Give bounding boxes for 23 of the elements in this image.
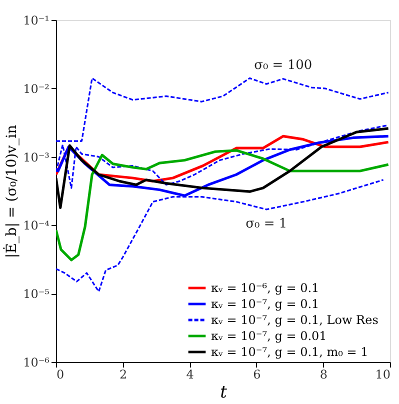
x-tick-label: 0	[56, 368, 64, 382]
legend-label: κᵥ = 10⁻⁷, g = 0.1, m₀ = 1	[211, 345, 368, 359]
y-axis-title: |Ė_b| = (σ₀/10)v_in	[3, 124, 20, 258]
y-tick-label: 10⁻³	[23, 150, 50, 164]
y-tick-label: 10⁻¹	[23, 14, 50, 28]
y-tick-label: 10⁻²	[23, 82, 50, 96]
x-tick-label: 8	[320, 368, 328, 382]
legend-label: κᵥ = 10⁻⁷, g = 0.01	[211, 329, 327, 343]
y-tick-label: 10⁻⁶	[23, 356, 50, 370]
line-series	[56, 149, 390, 262]
x-tick-label: 2	[119, 368, 128, 382]
annotation: σ₀ = 1	[246, 216, 288, 232]
y-tick-label: 10⁻⁵	[23, 287, 50, 302]
legend-label: κᵥ = 10⁻⁶, g = 0.1	[211, 281, 320, 295]
x-tick-label: 10	[375, 368, 390, 382]
x-tick-label: 4	[186, 368, 194, 382]
legend-label: κᵥ = 10⁻⁷, g = 0.1, Low Res	[211, 313, 378, 327]
y-tick-label: 10⁻⁴	[23, 218, 50, 233]
annotation: σ₀ = 100	[254, 58, 312, 73]
legend-label: κᵥ = 10⁻⁷, g = 0.1	[211, 297, 320, 311]
x-axis-title: t	[220, 382, 228, 402]
line-series	[56, 77, 390, 142]
x-tick-label: 6	[253, 368, 261, 382]
